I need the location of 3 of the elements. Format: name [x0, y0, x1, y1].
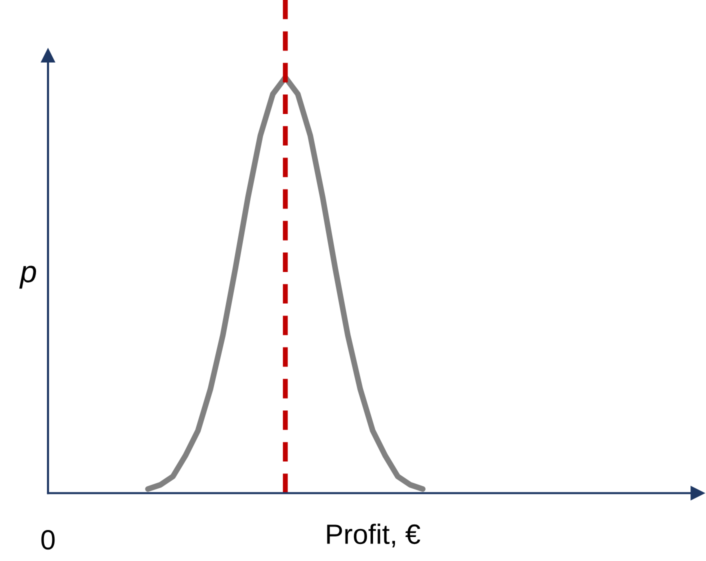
y-axis-title: p	[19, 266, 36, 289]
x-axis-title: Profit, €	[327, 524, 420, 548]
text: 0	[41, 530, 55, 550]
